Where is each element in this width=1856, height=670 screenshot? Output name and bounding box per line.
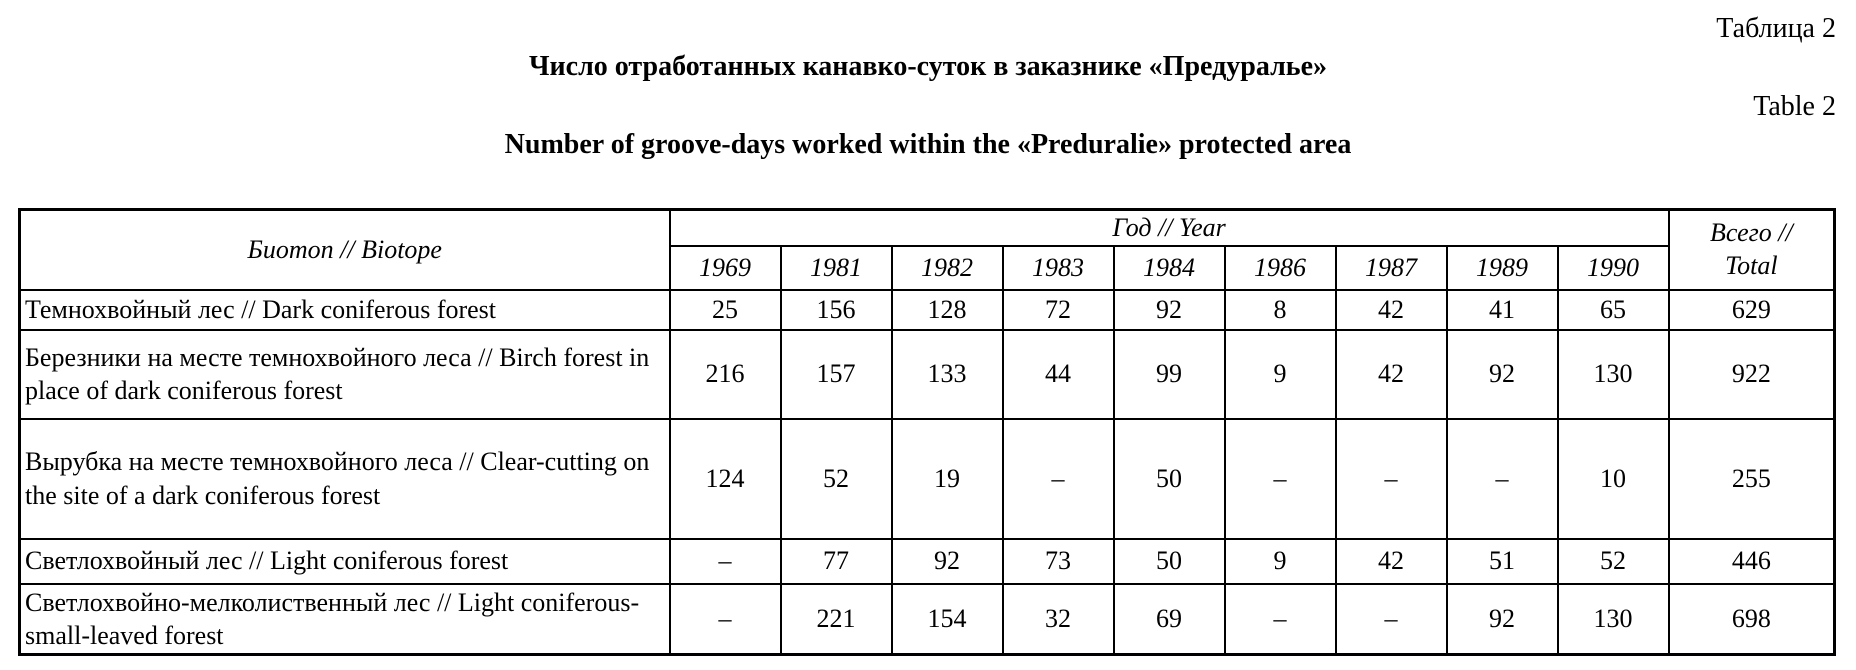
value-1989: 92 [1445,328,1559,420]
biotope-label: Светлохвойно-мелколиственный лес // Ligh… [18,582,671,656]
biotope-label: Березники на месте темнохвойного леса //… [18,328,671,420]
value-1987: – [1334,417,1448,540]
table-number-label-en: Table 2 [1753,91,1836,122]
value-1981: 52 [779,417,893,540]
value-1987: – [1334,582,1448,656]
table-number-label-ru: Таблица 2 [1716,13,1836,44]
value-1983: 32 [1001,582,1115,656]
value-1983: 72 [1001,288,1115,331]
value-1981: 77 [779,537,893,585]
year-header-1983: 1983 [1001,244,1115,291]
value-1990: 65 [1556,288,1670,331]
table-title-ru: Число отработанных канавко-суток в заказ… [528,51,1328,82]
year-header-1989: 1989 [1445,244,1559,291]
table-row: Березники на месте темнохвойного леса //… [18,328,1836,420]
year-header-row: 1969 1981 1982 1983 1984 1986 1987 1989 1990 [20,244,1835,291]
value-1989: 51 [1445,537,1559,585]
value-1969: 124 [668,417,782,540]
value-1984: 92 [1112,288,1226,331]
value-1981: 157 [779,328,893,420]
value-1981: 221 [779,582,893,656]
value-1984: 99 [1112,328,1226,420]
value-1982: 92 [890,537,1004,585]
value-1983: 73 [1001,537,1115,585]
value-1987: 42 [1334,328,1448,420]
value-1986: 9 [1223,537,1337,585]
value-1987: 42 [1334,537,1448,585]
value-1990: 10 [1556,417,1670,540]
value-1984: 69 [1112,582,1226,656]
value-1981: 156 [779,288,893,331]
value-1990: 130 [1556,582,1670,656]
row-total: 255 [1667,417,1836,540]
value-1969: – [668,537,782,585]
year-header-1984: 1984 [1112,244,1226,291]
value-1984: 50 [1112,537,1226,585]
value-1969: 216 [668,328,782,420]
value-1986: 8 [1223,288,1337,331]
value-1969: – [668,582,782,656]
table-row: Темнохвойный лес // Dark coniferous fore… [18,288,1836,331]
value-1982: 19 [890,417,1004,540]
biotope-label: Светлохвойный лес // Light coniferous fo… [18,537,671,585]
total-header-line2: Total [1725,250,1778,280]
value-1983: – [1001,417,1115,540]
biotope-label: Темнохвойный лес // Dark coniferous fore… [18,288,671,331]
row-total: 698 [1667,582,1836,656]
table-title-en: Number of groove-days worked within the … [504,129,1352,160]
value-1983: 44 [1001,328,1115,420]
value-1982: 133 [890,328,1004,420]
row-total: 629 [1667,288,1836,331]
value-1990: 52 [1556,537,1670,585]
value-1987: 42 [1334,288,1448,331]
value-1982: 154 [890,582,1004,656]
value-1986: 9 [1223,328,1337,420]
biotope-label: Вырубка на месте темнохвойного леса // C… [18,417,671,540]
year-header-1969: 1969 [668,244,782,291]
value-1986: – [1223,582,1337,656]
year-header-1982: 1982 [890,244,1004,291]
row-total: 922 [1667,328,1836,420]
total-header-line1: Всего // [1710,218,1793,248]
biotope-column-header: Биотоп // Biotope [18,208,671,291]
value-1989: 41 [1445,288,1559,331]
table-body: Темнохвойный лес // Dark coniferous fore… [18,288,1836,656]
table-row: Светлохвойно-мелколиственный лес // Ligh… [18,582,1836,656]
group-header-row: Биотоп // Biotope Год // Year Всего //To… [18,208,1836,291]
year-header-1990: 1990 [1556,244,1670,291]
year-header-1981: 1981 [779,244,893,291]
value-1982: 128 [890,288,1004,331]
table-row: Светлохвойный лес // Light coniferous fo… [18,537,1836,585]
year-header-1987: 1987 [1334,244,1448,291]
year-header-1986: 1986 [1223,244,1337,291]
table-row: Вырубка на месте темнохвойного леса // C… [18,417,1836,540]
value-1984: 50 [1112,417,1226,540]
value-1989: 92 [1445,582,1559,656]
value-1969: 25 [668,288,782,331]
year-group-header: Год // Year [668,208,1670,247]
groove-days-table: Биотоп // Biotope Год // Year Всего //To… [18,208,1837,657]
row-total: 446 [1667,537,1836,585]
total-column-header: Всего //Total [1667,208,1836,291]
value-1986: – [1223,417,1337,540]
value-1990: 130 [1556,328,1670,420]
value-1989: – [1445,417,1559,540]
table-header: Биотоп // Biotope Год // Year Всего //To… [18,208,1836,291]
